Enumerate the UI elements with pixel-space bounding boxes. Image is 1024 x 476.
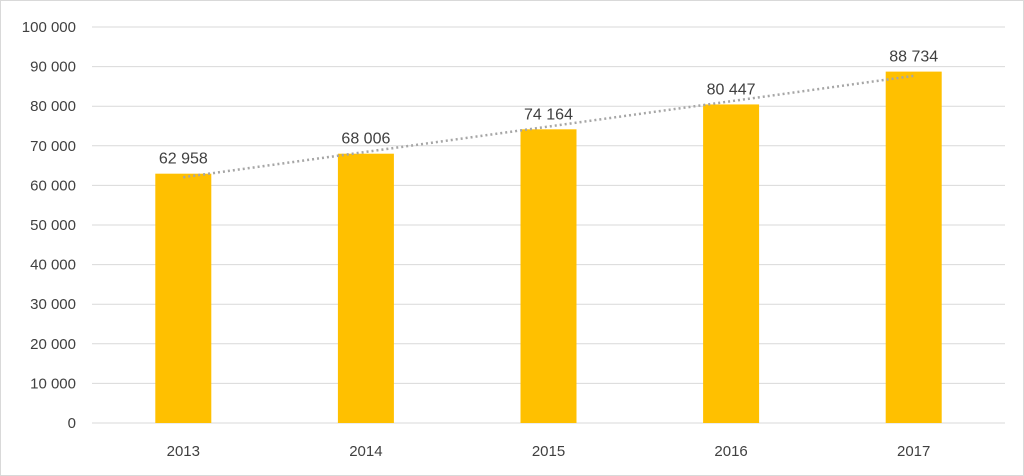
x-tick-label-2013: 2013 [167, 443, 200, 460]
y-tick-label: 80 000 [30, 98, 76, 115]
x-tick-label-2015: 2015 [532, 443, 565, 460]
data-label-2015: 74 164 [524, 106, 573, 123]
y-tick-label: 0 [68, 415, 76, 432]
data-label-2017: 88 734 [889, 49, 938, 66]
x-tick-label-2014: 2014 [349, 443, 382, 460]
data-label-2016: 80 447 [707, 81, 756, 98]
data-label-2014: 68 006 [341, 131, 390, 148]
x-axis-tick-labels: 2013 2014 2015 2016 2017 [167, 443, 931, 460]
y-tick-label: 70 000 [30, 138, 76, 155]
y-tick-label: 60 000 [30, 177, 76, 194]
bars [155, 71, 942, 424]
x-tick-label-2017: 2017 [897, 443, 930, 460]
bar-2015 [520, 129, 577, 424]
y-tick-label: 20 000 [30, 336, 76, 353]
y-tick-label: 90 000 [30, 59, 76, 76]
y-tick-label: 40 000 [30, 257, 76, 274]
y-tick-label: 50 000 [30, 217, 76, 234]
bar-2014 [337, 153, 394, 424]
y-tick-label: 10 000 [30, 375, 76, 392]
data-labels: 62 958 68 006 74 164 80 447 88 734 [159, 49, 938, 168]
x-tick-label-2016: 2016 [714, 443, 747, 460]
y-tick-label: 30 000 [30, 296, 76, 313]
data-label-2013: 62 958 [159, 151, 208, 168]
bar-2017 [885, 71, 942, 424]
y-axis-tick-labels: 0 10 000 20 000 30 000 40 000 50 000 60 000 70 … [22, 19, 76, 432]
bar-2013 [155, 173, 212, 423]
y-tick-label: 100 000 [22, 19, 76, 36]
bar-2016 [703, 104, 760, 424]
